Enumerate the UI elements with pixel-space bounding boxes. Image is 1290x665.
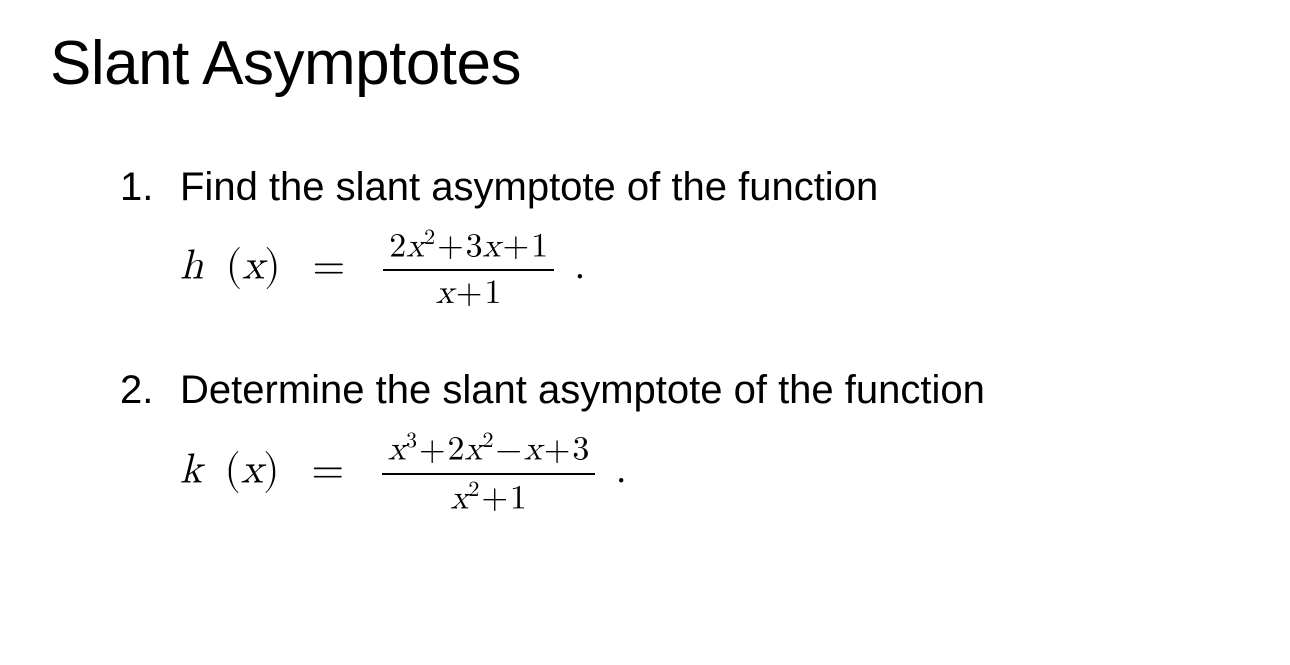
numerator: 2x2+3x+1 — [383, 225, 554, 271]
problem-content: Determine the slant asymptote of the fun… — [180, 362, 1240, 519]
problem-text: Find the slant asymptote of the function — [180, 159, 1240, 215]
open-paren: ( — [216, 450, 241, 492]
equals-sign: = — [313, 246, 346, 288]
fraction: 2x2+3x+1 x+1 — [383, 225, 554, 314]
denominator: x2+1 — [382, 475, 595, 519]
problem-text: Determine the slant asymptote of the fun… — [180, 362, 1240, 418]
open-paren: ( — [217, 246, 242, 288]
equation: h (x) = 2x2+3x+1 x+1 . — [180, 225, 1240, 314]
function-var: x — [242, 246, 264, 288]
problem-item: 2. Determine the slant asymptote of the … — [120, 362, 1240, 519]
page-title: Slant Asymptotes — [50, 28, 1240, 99]
problem-content: Find the slant asymptote of the function… — [180, 159, 1240, 314]
period: . — [574, 246, 586, 288]
problem-number: 2. — [120, 362, 180, 418]
equation: k (x) = x3+2x2−x+3 x2+1 . — [180, 428, 1240, 519]
numerator: x3+2x2−x+3 — [382, 428, 595, 474]
close-paren: ) — [264, 246, 280, 288]
fraction: x3+2x2−x+3 x2+1 — [382, 428, 595, 519]
function-name: h — [180, 246, 203, 288]
problem-item: 1. Find the slant asymptote of the funct… — [120, 159, 1240, 314]
problems-list: 1. Find the slant asymptote of the funct… — [50, 159, 1240, 519]
equals-sign: = — [311, 450, 344, 492]
function-var: x — [241, 450, 263, 492]
problem-number: 1. — [120, 159, 180, 215]
function-name: k — [180, 450, 202, 492]
denominator: x+1 — [383, 271, 554, 314]
close-paren: ) — [263, 450, 279, 492]
period: . — [615, 450, 627, 492]
